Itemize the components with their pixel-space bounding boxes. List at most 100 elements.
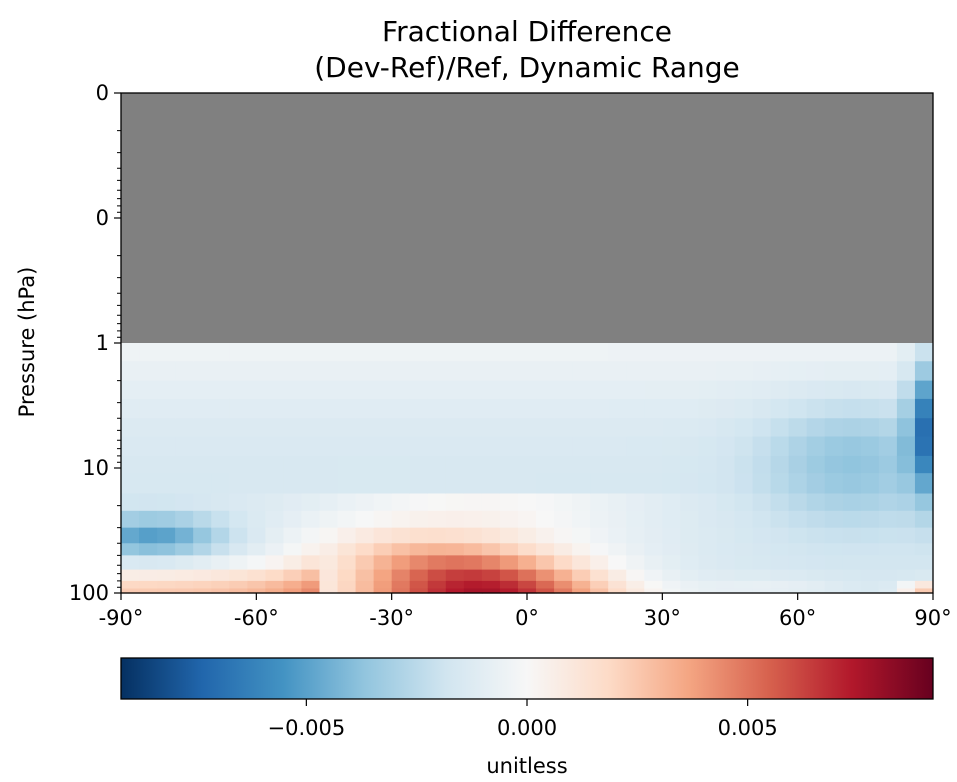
heatmap-cell [788,555,808,571]
colorbar-tick-label: −0.005 [267,716,345,740]
heatmap-cell [590,543,609,556]
heatmap-cell [572,555,591,571]
heatmap-cell [301,455,321,474]
heatmap-cell [283,473,303,495]
heatmap-cell [463,436,483,457]
heatmap-cell [445,398,465,419]
heatmap-cell [734,569,754,582]
heatmap-cell [626,510,645,529]
heatmap-cell [355,473,375,495]
heatmap-cell [139,569,158,582]
heatmap-cell [355,455,375,474]
heatmap-cell [662,398,681,419]
heatmap-cell [608,455,627,474]
heatmap-cell [463,527,483,544]
heatmap-cell [896,455,916,474]
heatmap-cell [301,493,321,512]
heatmap-cell [193,580,212,590]
heatmap-cell [572,436,591,457]
heatmap-cell [626,555,645,571]
heatmap-cell [373,510,393,529]
heatmap-cell [481,510,501,529]
heatmap-cell [337,418,357,438]
heatmap-cell [373,493,393,512]
heatmap-cell [229,380,248,400]
heatmap-cell [193,436,212,457]
heatmap-cell [788,380,808,400]
heatmap-cell [626,580,645,590]
heatmap-cell [517,343,537,362]
heatmap-cell [337,543,357,556]
heatmap-cell [698,580,718,590]
heatmap-cell [517,455,537,474]
heatmap-cell [842,398,862,419]
heatmap-cell [409,436,429,457]
heatmap-cell [896,436,916,457]
heatmap-cell [139,473,158,495]
y-tick-label: 10 [82,456,109,480]
colorbar: −0.005 0.000 0.005 [120,657,934,740]
heatmap-cell [608,543,627,556]
heatmap-cell [662,380,681,400]
heatmap-cell [229,418,248,438]
heatmap-cell [121,493,140,512]
heatmap-cell [427,398,447,419]
heatmap-cell [463,555,483,571]
heatmap-cell [572,588,591,594]
heatmap-cell [752,343,772,362]
heatmap-cell [842,418,862,438]
heatmap-cell [229,588,248,594]
heatmap-cell [319,361,339,382]
heatmap-cell [698,569,718,582]
heatmap-cell [590,398,609,419]
heatmap-cell [211,493,230,512]
heatmap-cell [391,493,411,512]
heatmap-cell [265,527,284,544]
heatmap-cell [481,436,501,457]
heatmap-cell [680,380,700,400]
heatmap-cell [427,569,447,582]
heatmap-cell [788,588,808,594]
heatmap-cell [914,493,934,512]
heatmap-cell [265,555,284,571]
heatmap-cell [716,580,736,590]
chart-subtitle: (Dev-Ref)/Ref, Dynamic Range [314,51,739,84]
heatmap-cell [608,398,627,419]
heatmap-cell [788,543,808,556]
heatmap-cell [373,555,393,571]
heatmap-cell [373,418,393,438]
heatmap-cell [211,569,230,582]
heatmap-cell [626,588,645,594]
heatmap-cell [644,436,663,457]
heatmap-cell [878,473,898,495]
heatmap-cell [770,343,790,362]
heatmap-cell [175,343,194,362]
heatmap-cell [698,418,718,438]
heatmap-cell [626,361,645,382]
heatmap-cell [914,455,934,474]
heatmap-cell [626,436,645,457]
heatmap-cell [283,493,303,512]
heatmap-cell [680,343,700,362]
heatmap-cell [626,418,645,438]
heatmap-cell [554,418,573,438]
heatmap-cell [590,343,609,362]
heatmap-cell [536,361,555,382]
heatmap-cell [914,510,934,529]
heatmap-cell [427,588,447,594]
heatmap-cell [499,555,519,571]
heatmap-cell [788,455,808,474]
heatmap-cell [355,569,375,582]
heatmap-cell [824,510,844,529]
heatmap-cell [409,555,429,571]
heatmap-cell [770,455,790,474]
heatmap-cell [373,380,393,400]
heatmap-cell [662,473,681,495]
heatmap-cell [878,361,898,382]
heatmap-cell [896,580,916,590]
heatmap-cell [157,343,176,362]
heatmap-cell [121,527,140,544]
heatmap-cell [770,555,790,571]
heatmap-cell [427,510,447,529]
heatmap-cell [734,343,754,362]
